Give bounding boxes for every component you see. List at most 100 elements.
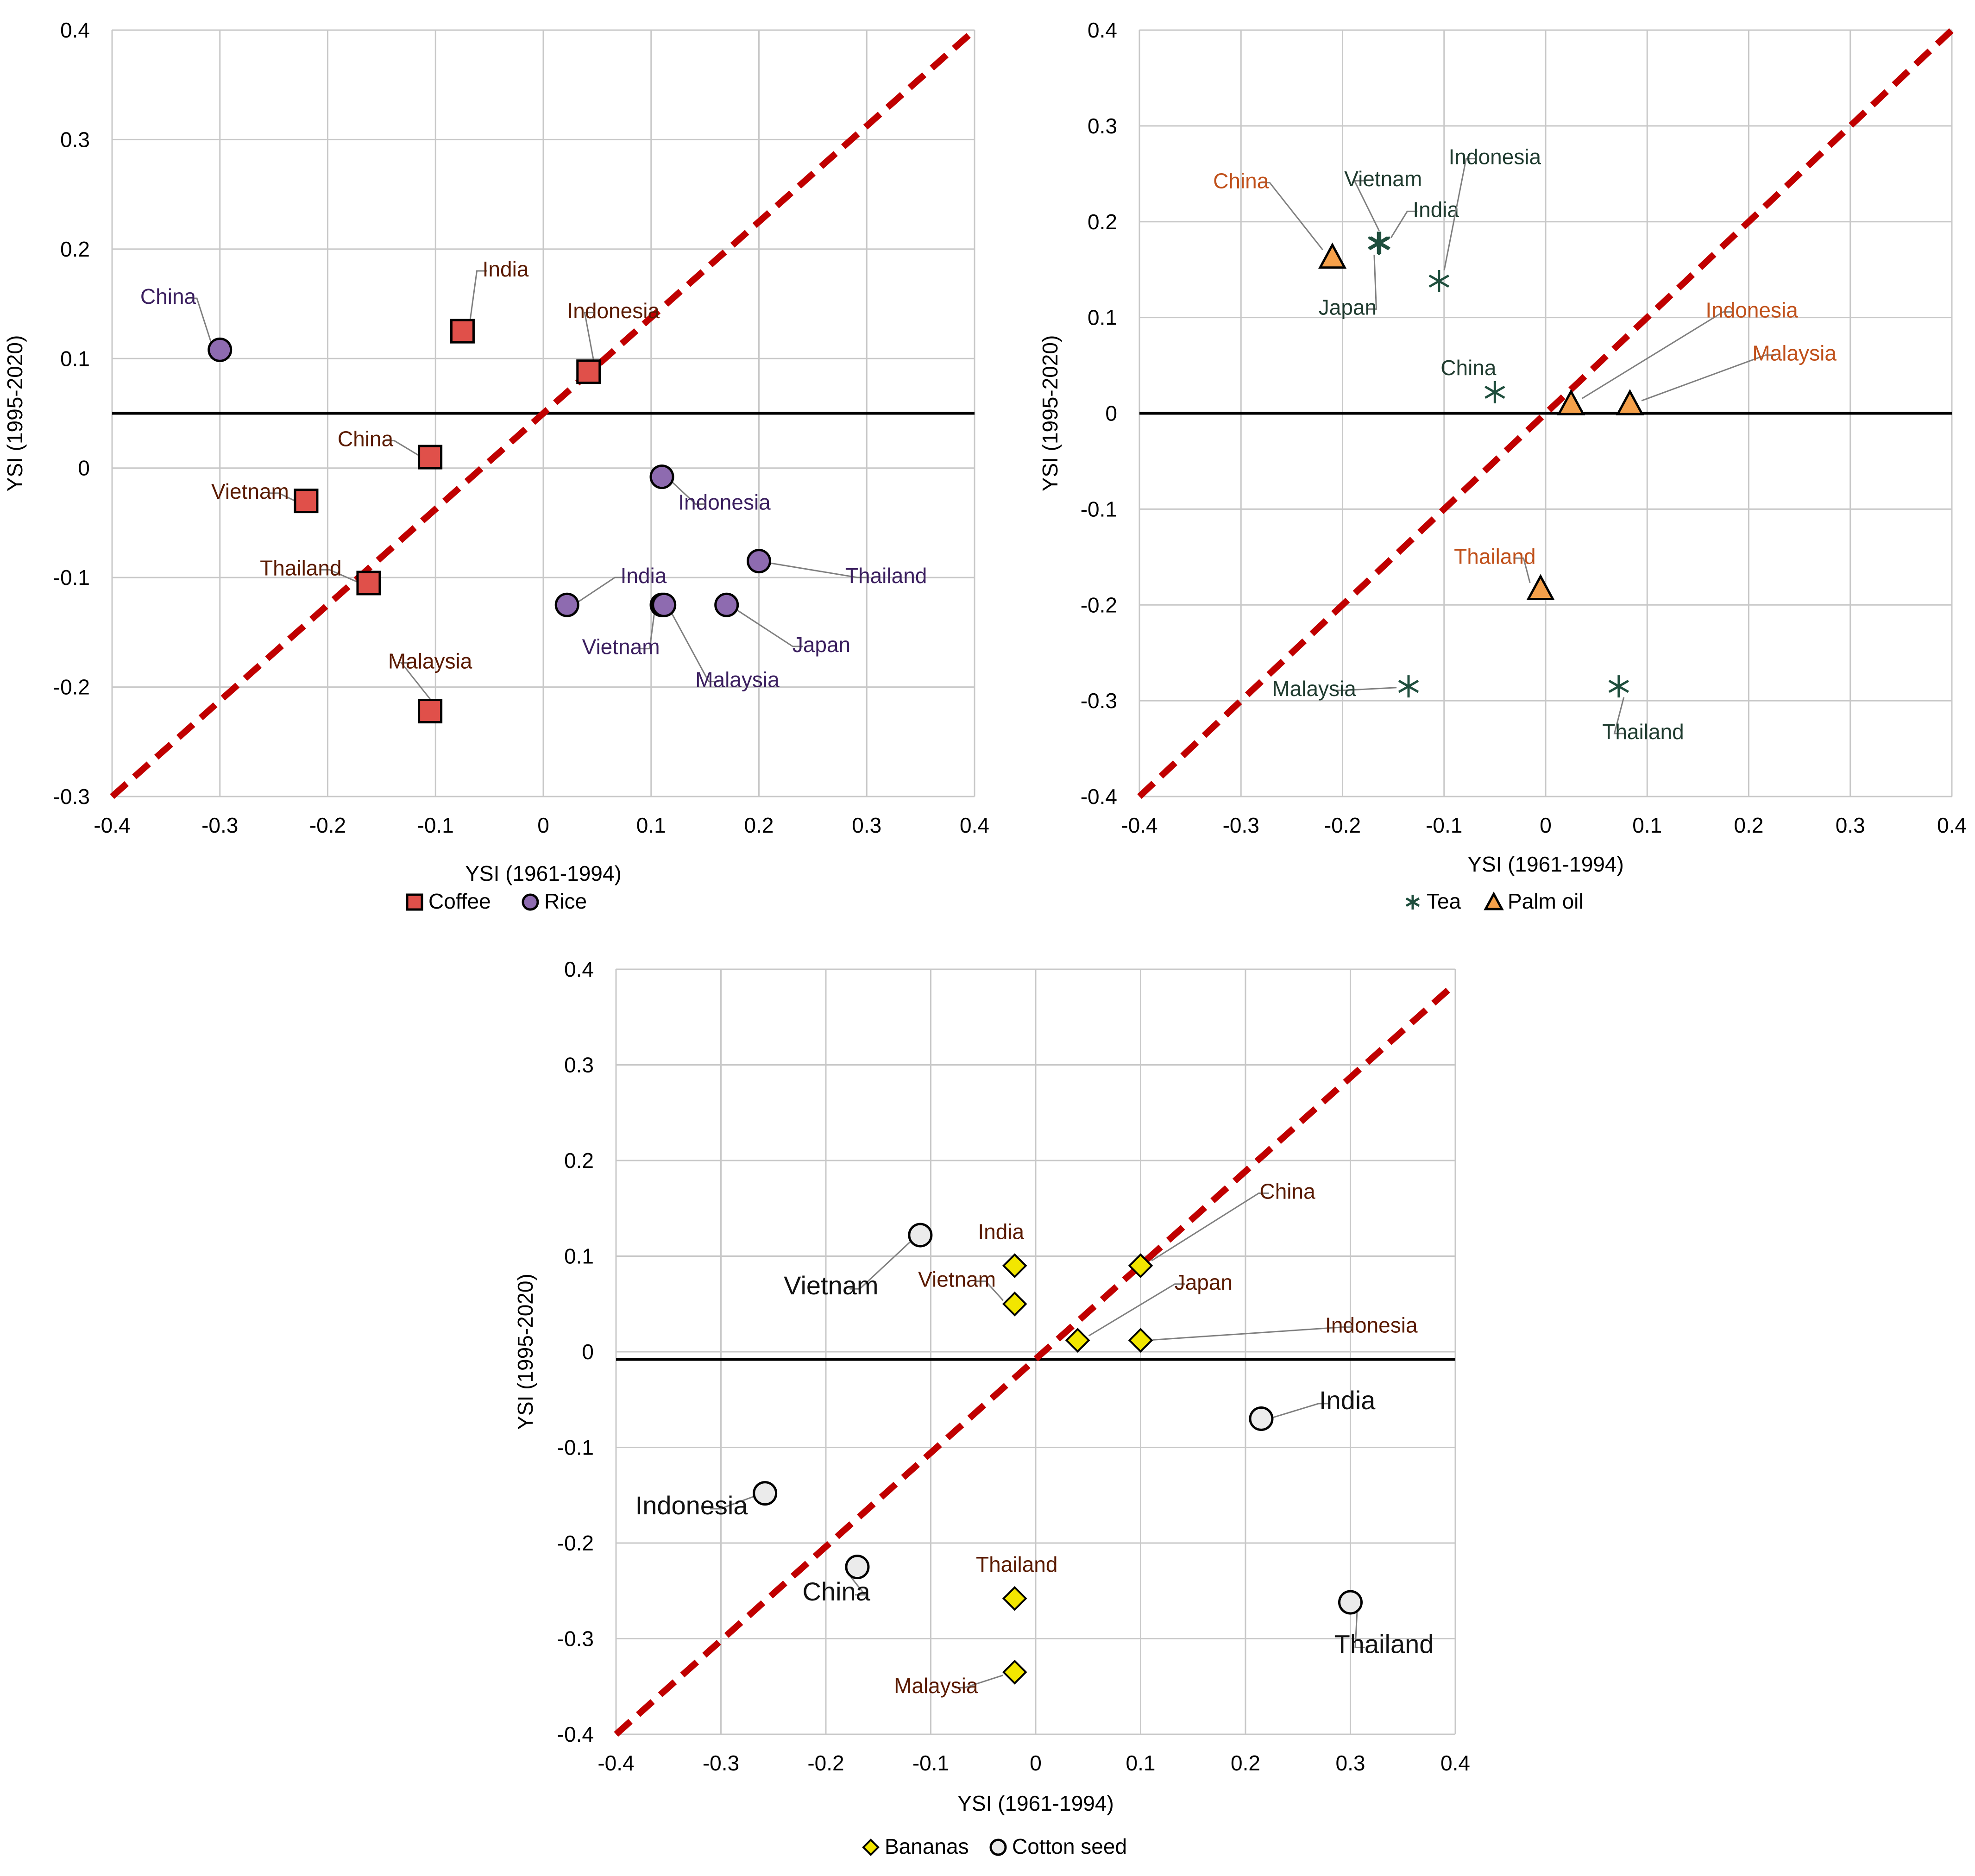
leader-line xyxy=(1581,311,1734,399)
data-label: Vietnam xyxy=(918,1267,996,1292)
series-tea: Vietnam India Japan Indonesia China Malaysia T… xyxy=(1272,145,1684,744)
data-label: India xyxy=(1413,197,1459,221)
x-tick-label: -0.3 xyxy=(1223,813,1259,837)
leader-line xyxy=(1151,1192,1269,1261)
x-tick-label: 0.1 xyxy=(1126,1751,1156,1775)
legend: Coffee Rice xyxy=(406,889,587,913)
data-label: Indonesia xyxy=(1325,1313,1418,1337)
data-label: Vietnam xyxy=(582,635,660,659)
data-label: Indonesia xyxy=(1705,298,1798,322)
y-tick-label: 0.2 xyxy=(564,1148,594,1173)
y-tick-label: 0.4 xyxy=(564,957,594,981)
x-tick-label: -0.1 xyxy=(1426,813,1462,837)
data-label: Vietnam xyxy=(784,1271,878,1300)
leader-line xyxy=(1088,1283,1185,1336)
y-axis-title: YSI (1995-2020) xyxy=(1038,335,1062,492)
data-point xyxy=(1526,574,1555,601)
diagonal-reference-line xyxy=(614,981,1458,1737)
series-bananas: India Vietnam China Japan Indonesia Thailand M… xyxy=(894,1180,1418,1698)
leader-line xyxy=(1333,687,1397,691)
data-label: China xyxy=(1259,1180,1315,1204)
y-tick-label: -0.4 xyxy=(1081,784,1117,809)
data-point xyxy=(1616,389,1644,415)
data-label: Thailand xyxy=(845,564,927,588)
x-tick-label: -0.3 xyxy=(703,1751,739,1775)
x-tick-label: 0 xyxy=(1030,1751,1042,1775)
data-point xyxy=(208,337,233,362)
data-label: Malaysia xyxy=(894,1674,978,1698)
leader-line xyxy=(1613,697,1625,734)
data-label: Thailand xyxy=(976,1552,1057,1576)
data-point xyxy=(1369,232,1390,255)
series-cotton-seed: Vietnam India Indonesia China Thailand xyxy=(635,1223,1434,1658)
data-label: China xyxy=(338,427,394,451)
leader-line xyxy=(1353,180,1380,232)
x-tick-label: 0.4 xyxy=(1937,813,1967,837)
leader-line xyxy=(710,1496,754,1510)
data-label: India xyxy=(621,564,667,588)
data-point xyxy=(845,1555,870,1580)
x-tick-label: -0.1 xyxy=(912,1751,949,1775)
data-label: Malaysia xyxy=(1752,341,1837,365)
leader-line xyxy=(770,562,868,578)
x-tick-label: 0.2 xyxy=(744,813,774,837)
diagonal-reference-line xyxy=(1137,27,1954,799)
data-label: Vietnam xyxy=(211,479,289,503)
leader-line xyxy=(319,569,357,583)
x-tick-label: 0.2 xyxy=(1231,1751,1260,1775)
data-point xyxy=(1002,1291,1027,1317)
leader-line xyxy=(737,609,803,647)
data-point xyxy=(1065,1328,1090,1353)
data-label: India xyxy=(483,257,529,281)
x-tick-label: -0.4 xyxy=(94,813,130,837)
data-label: Thailand xyxy=(1454,544,1535,568)
leader-line xyxy=(1273,1403,1329,1418)
data-point xyxy=(747,549,771,574)
y-tick-label: -0.2 xyxy=(557,1531,594,1555)
y-tick-label: -0.3 xyxy=(53,784,90,809)
legend-marker xyxy=(862,1838,880,1856)
leader-line xyxy=(400,662,431,700)
y-tick-label: -0.3 xyxy=(557,1627,594,1651)
leader-line xyxy=(268,492,295,501)
x-axis-title: YSI (1961-1994) xyxy=(465,861,622,885)
series-palm-oil: China Indonesia Malaysia Thailand xyxy=(1213,169,1837,601)
data-point xyxy=(554,592,579,617)
data-point xyxy=(1428,270,1449,293)
data-point xyxy=(418,699,443,724)
legend-marker xyxy=(1484,891,1504,910)
leader-line xyxy=(384,439,419,456)
data-point xyxy=(576,359,601,384)
data-label: Thailand xyxy=(1602,720,1684,744)
data-label: Thailand xyxy=(1334,1629,1434,1658)
legend-label: Bananas xyxy=(885,1834,969,1858)
data-point xyxy=(652,592,677,617)
data-label: China xyxy=(140,284,196,308)
data-point xyxy=(649,464,674,489)
legend-marker xyxy=(522,893,539,911)
y-tick-label: 0.2 xyxy=(60,237,90,261)
y-tick-label: -0.1 xyxy=(53,565,90,590)
x-tick-label: 0.3 xyxy=(1836,813,1865,837)
data-label: China xyxy=(802,1577,870,1606)
data-label: Indonesia xyxy=(678,490,771,514)
y-tick-label: -0.1 xyxy=(1081,497,1117,521)
series-rice: China Indonesia India Vietnam Malaysia Japan T… xyxy=(140,284,927,692)
diagonal-reference-line xyxy=(110,27,977,799)
leader-line xyxy=(1366,255,1377,310)
leader-line xyxy=(975,1280,1004,1301)
data-point xyxy=(1398,675,1419,698)
leader-line xyxy=(1354,1612,1365,1648)
x-tick-label: -0.2 xyxy=(1324,813,1361,837)
y-tick-label: 0 xyxy=(1105,402,1117,426)
legend-marker xyxy=(1405,895,1420,910)
leader-line xyxy=(849,1241,911,1290)
data-label: Indonesia xyxy=(635,1491,748,1520)
data-label: China xyxy=(1213,169,1269,193)
tick-labels: -0.4 -0.3 -0.2 -0.1 0 0.1 0.2 0.3 0.4 -0.4 -0.3 -0.… xyxy=(557,957,1470,1775)
y-axis-title: YSI (1995-2020) xyxy=(3,335,27,492)
y-tick-label: 0.4 xyxy=(60,18,90,42)
x-tick-label: -0.4 xyxy=(1121,813,1157,837)
